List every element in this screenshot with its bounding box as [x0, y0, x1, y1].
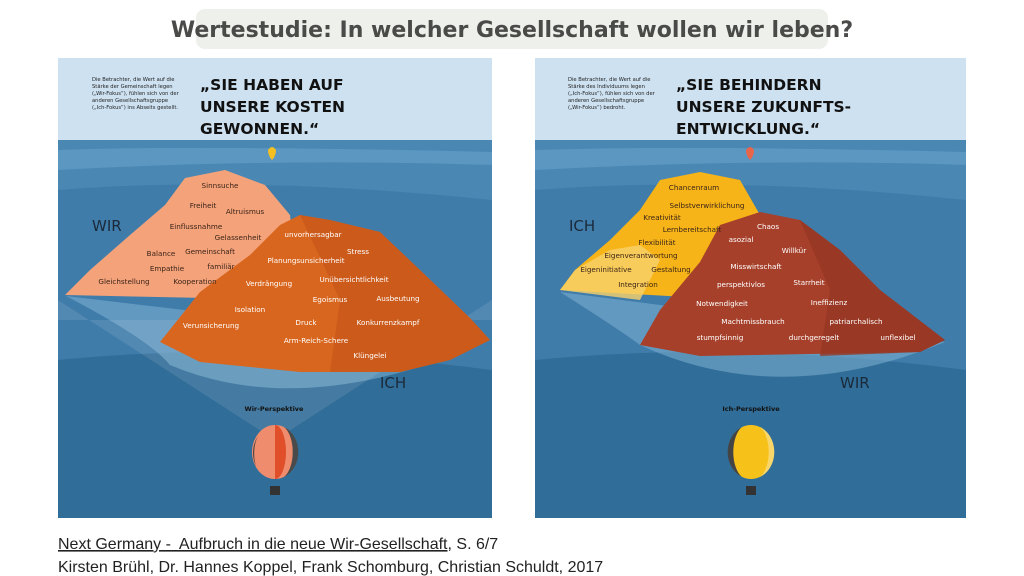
word: asozial — [729, 235, 754, 244]
balloon-stripe — [275, 425, 286, 479]
intro-line: Die Betrachter, die Wert auf die — [92, 77, 174, 83]
word: Freiheit — [190, 201, 217, 210]
title: Wertestudie: In welcher Gesellschaft wol… — [171, 18, 853, 43]
lower-label: WIR — [840, 374, 870, 392]
word: Gelassenheit — [215, 233, 262, 242]
word: Klüngelei — [353, 351, 386, 360]
word: Gleichstellung — [98, 277, 149, 286]
intro-line: („Ich-Fokus“) ins Abseits gestellt. — [92, 105, 178, 111]
word: Isolation — [235, 305, 265, 314]
word: Starrheit — [793, 278, 824, 287]
word: Einflussnahme — [170, 222, 223, 231]
word: Kreativität — [643, 213, 681, 222]
word: Verdrängung — [246, 279, 292, 288]
headline: GEWONNEN.“ — [200, 120, 319, 138]
intro-line: („Wir-Fokus“) bedroht. — [568, 105, 626, 111]
word: Lernbereitschaft — [663, 225, 722, 234]
headline: UNSERE KOSTEN — [200, 98, 345, 116]
balloon-stripe — [284, 427, 299, 477]
upper-label: ICH — [569, 217, 595, 235]
word: Unübersichtlichkeit — [319, 275, 388, 284]
title-pill — [196, 9, 828, 49]
sky — [58, 58, 492, 140]
mountain-light — [560, 245, 660, 300]
word: Misswirtschaft — [730, 262, 781, 271]
balloon-stripe — [252, 436, 258, 466]
word: Ineffizienz — [811, 298, 848, 307]
small-balloon — [746, 147, 754, 160]
balloon-stripe — [760, 427, 775, 477]
word: Ausbeutung — [376, 294, 419, 303]
word: durchgeregelt — [789, 333, 840, 342]
word: Machtmissbrauch — [721, 317, 784, 326]
word: Balance — [147, 249, 176, 258]
balloon-stripe — [727, 427, 742, 477]
mountain-shade — [300, 215, 490, 372]
word: patriarchalisch — [829, 317, 882, 326]
word: Stress — [347, 247, 369, 256]
lower-label: ICH — [380, 374, 406, 392]
word: Druck — [295, 318, 317, 327]
word: Flexibilität — [638, 238, 675, 247]
citation-link[interactable]: Next Germany - Aufbruch in die neue Wir-… — [58, 536, 448, 553]
word: unflexibel — [880, 333, 915, 342]
intro-line: anderen Gesellschaftsgruppe — [568, 98, 644, 104]
word: Egoismus — [313, 295, 348, 304]
wave — [58, 147, 492, 170]
word: Eigenverantwortung — [604, 251, 677, 260]
citation: Next Germany - Aufbruch in die neue Wir-… — [58, 536, 498, 553]
intro-line: („Wir-Fokus“), fühlen sich von der — [92, 91, 180, 97]
perspective-label: Wir-Perspektive — [245, 405, 305, 413]
panel-left-text: Die Betrachter, die Wert auf die Stärke … — [92, 76, 420, 413]
word: Kooperation — [173, 277, 216, 286]
intro-line: („Ich-Fokus“), fühlen sich von der — [568, 91, 656, 97]
panel-right — [535, 58, 966, 518]
panel-left — [58, 58, 492, 518]
word: Gemeinschaft — [185, 247, 235, 256]
balloon — [728, 425, 774, 479]
headline: UNSERE ZUKUNFTS- — [676, 98, 851, 116]
headline: „SIE BEHINDERN — [676, 76, 822, 94]
panel-right-text: Die Betrachter, die Wert auf die Stärke … — [568, 76, 916, 413]
word: Selbstverwirklichung — [670, 201, 745, 210]
word: stumpfsinnig — [697, 333, 744, 342]
word: Gestaltung — [651, 265, 690, 274]
word: Verunsicherung — [183, 321, 239, 330]
word: Sinnsuche — [202, 181, 239, 190]
basket — [746, 486, 756, 495]
word: Konkurrenzkampf — [357, 318, 420, 327]
mountain-shade — [800, 220, 945, 356]
word: Eigeninitiative — [580, 265, 632, 274]
perspective-label: Ich-Perspektive — [722, 405, 780, 413]
word: Arm-Reich-Schere — [284, 336, 349, 345]
word: unvorhersagbar — [284, 230, 341, 239]
headline: ENTWICKLUNG.“ — [676, 120, 820, 138]
citation-authors: Kirsten Brühl, Dr. Hannes Koppel, Frank … — [58, 559, 603, 576]
citation-page: , S. 6/7 — [448, 536, 499, 553]
small-balloon — [268, 147, 276, 160]
word: perspektivlos — [717, 280, 765, 289]
word: Integration — [618, 280, 658, 289]
upper-label: WIR — [92, 217, 122, 235]
word: Willkür — [782, 246, 806, 255]
intro-line: Stärke des Individuums legen — [568, 84, 645, 90]
basket — [270, 486, 280, 495]
word: Notwendigkeit — [696, 299, 748, 308]
word: Chaos — [757, 222, 779, 231]
word: familiär — [207, 262, 234, 271]
intro-line: Stärke der Gemeinschaft legen — [92, 84, 173, 90]
word: Chancenraum — [669, 183, 719, 192]
word: Altruismus — [226, 207, 265, 216]
headline: „SIE HABEN AUF — [200, 76, 344, 94]
sky — [535, 58, 966, 140]
word: Planungsunsicherheit — [267, 256, 344, 265]
word: Empathie — [150, 264, 185, 273]
intro-line: anderen Gesellschaftsgruppe — [92, 98, 168, 104]
intro-line: Die Betrachter, die Wert auf die — [568, 77, 650, 83]
